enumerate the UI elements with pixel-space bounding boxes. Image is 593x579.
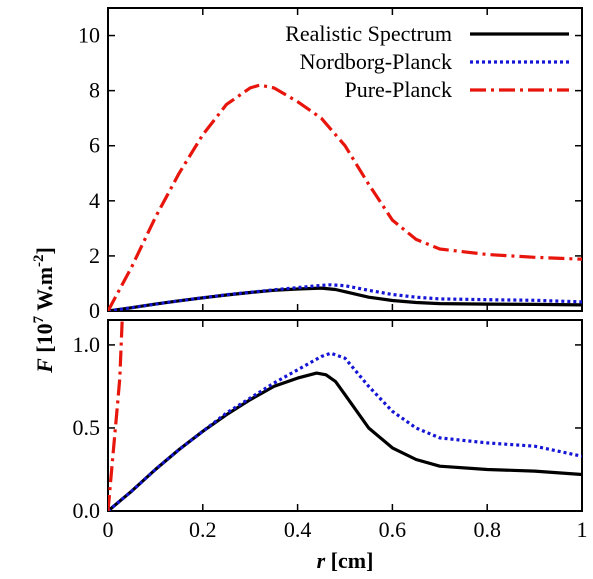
bottom-x-tick-label: 0.2 [189, 517, 217, 542]
bottom-x-tick-label: 0 [103, 517, 114, 542]
bottom-series-pure-planck [108, 320, 124, 511]
bottom-axis-ticks: 0 0.2 0.4 0.6 0.8 1 0.0 0.5 1.0 [73, 320, 588, 542]
top-plot-frame [107, 7, 583, 312]
y-axis-unit-prefix: [10 [32, 323, 57, 358]
bottom-x-tick-label: 0.4 [284, 517, 312, 542]
bottom-series-realistic-spectrum [108, 371, 582, 511]
bottom-x-tick-label: 0.8 [473, 517, 501, 542]
y-axis-unit-suffix: ] [32, 247, 57, 254]
top-y-tick-label: 8 [89, 78, 100, 103]
top-y-tick-label: 10 [78, 23, 100, 48]
bottom-series-group [108, 320, 582, 511]
top-y-tick-label: 2 [89, 243, 100, 268]
bottom-y-tick-label: 0.0 [73, 498, 101, 523]
bottom-x-tick-label: 0.6 [379, 517, 407, 542]
y-axis-variable: F [32, 358, 57, 374]
legend-label: Nordborg-Planck [300, 49, 452, 74]
top-axis-ticks: 0 2 4 6 8 10 [78, 8, 583, 323]
x-axis-unit: [cm] [325, 548, 373, 573]
bottom-panel: 0 0.2 0.4 0.6 0.8 1 0.0 0.5 1.0 [73, 319, 588, 542]
bottom-y-tick-label: 0.5 [73, 415, 101, 440]
x-axis-variable: r [317, 548, 326, 573]
legend-label: Realistic Spectrum [285, 21, 452, 46]
top-panel: 0 2 4 6 8 10 [78, 7, 583, 323]
y-axis-title: F [107 W.m-2] [31, 247, 57, 374]
top-y-tick-label: 4 [89, 188, 100, 213]
top-series-nordborg-planck [108, 283, 582, 311]
top-y-tick-label: 6 [89, 133, 100, 158]
y-axis-unit-middle: W.m [32, 267, 57, 316]
bottom-series-nordborg-planck [108, 351, 582, 511]
bottom-y-tick-label: 1.0 [73, 332, 101, 357]
bottom-plot-frame [107, 319, 583, 512]
top-series-realistic-spectrum [108, 286, 582, 311]
top-series-pure-planck [108, 83, 582, 311]
y-axis-exponent-2: -2 [31, 254, 47, 267]
legend-label: Pure-Planck [344, 77, 452, 102]
y-axis-exponent-1: 7 [31, 315, 47, 323]
bottom-x-tick-label: 1 [577, 517, 588, 542]
top-y-tick-label: 0 [89, 298, 100, 323]
x-axis-title: r [cm] [317, 548, 374, 573]
legend: Realistic Spectrum Nordborg-Planck Pure-Pl… [285, 21, 569, 102]
top-series-group [108, 83, 582, 311]
